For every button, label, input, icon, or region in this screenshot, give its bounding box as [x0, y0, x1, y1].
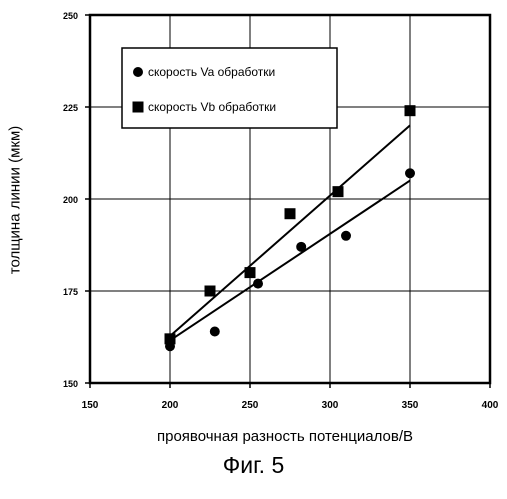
x-tick-label: 150 — [82, 400, 99, 411]
square-marker-point — [405, 105, 416, 116]
chart-canvas: 150 200 250 300 350 400 150 175 200 225 250 скоро… — [0, 0, 507, 420]
y-tick-label: 225 — [63, 103, 78, 113]
circle-marker-point — [253, 279, 263, 289]
y-tick-label: 150 — [63, 379, 78, 389]
x-tick-label: 350 — [402, 400, 419, 411]
circle-marker-point — [210, 326, 220, 336]
square-marker-point — [245, 267, 256, 278]
trend-lines — [167, 125, 410, 342]
circle-marker-point — [296, 242, 306, 252]
y-axis-ticks: 150 175 200 225 250 — [63, 11, 90, 389]
x-axis-label: проявочная разность потенциалов/В — [60, 428, 507, 445]
legend: скорость Va обработки скорость Vb обработ… — [122, 48, 337, 128]
circle-marker-point — [405, 168, 415, 178]
circle-marker-point — [341, 231, 351, 241]
legend-box — [122, 48, 337, 128]
legend-square-marker — [133, 102, 144, 113]
y-tick-label: 175 — [63, 287, 78, 297]
square-marker-point — [333, 186, 344, 197]
legend-circle-marker — [133, 67, 143, 77]
figure-caption: Фиг. 5 — [0, 452, 507, 479]
y-tick-label: 200 — [63, 195, 78, 205]
x-tick-label: 200 — [162, 400, 179, 411]
square-marker-point — [205, 286, 216, 297]
legend-label: скорость Va обработки — [148, 65, 275, 79]
square-marker-point — [285, 208, 296, 219]
y-tick-label: 250 — [63, 11, 78, 21]
trend-line-2 — [167, 125, 410, 338]
x-tick-label: 400 — [482, 400, 499, 411]
y-axis-label: толщина линии (мкм) — [7, 126, 24, 275]
x-tick-label: 300 — [322, 400, 339, 411]
data-points — [165, 105, 416, 351]
square-marker-point — [165, 333, 176, 344]
legend-label: скорость Vb обработки — [148, 100, 276, 114]
trend-line-1 — [167, 181, 410, 343]
x-axis-ticks: 150 200 250 300 350 400 — [82, 383, 499, 411]
x-tick-label: 250 — [242, 400, 259, 411]
y-axis-label-box: толщина линии (мкм) — [0, 0, 30, 400]
